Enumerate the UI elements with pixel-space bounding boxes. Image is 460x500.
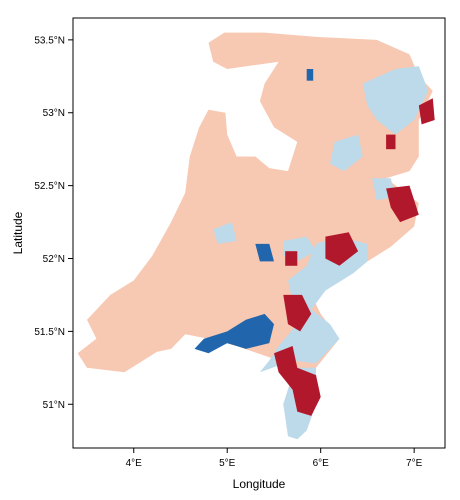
x-tick-label: 4°E [126, 458, 143, 469]
region-class-1-1 [362, 66, 429, 135]
region-class-2-8 [194, 313, 274, 354]
y-tick-label: 53°N [43, 108, 65, 119]
x-tick-label: 6°E [313, 458, 330, 469]
x-tick-label: 5°E [219, 458, 236, 469]
region-class-2-9 [255, 243, 274, 262]
region-class-3-13 [386, 185, 419, 223]
x-tick-label: 7°E [406, 458, 423, 469]
region-class-1-2 [259, 236, 368, 373]
plot-frame [72, 17, 446, 449]
region-class-3-17 [386, 134, 396, 150]
y-axis: 51°N 51.5°N 52°N 52.5°N 53°N 53.5°N [34, 35, 73, 411]
x-axis: 4°E 5°E 6°E 7°E [126, 448, 423, 469]
y-tick-label: 51.5°N [34, 327, 65, 338]
region-class-3-16 [285, 251, 298, 266]
region-class-3-14 [325, 232, 359, 266]
region-class-3-15 [418, 98, 435, 125]
region-class-1-7 [213, 222, 237, 244]
y-tick-label: 51°N [43, 400, 65, 411]
map-regions [77, 32, 435, 440]
region-class-3-11 [274, 346, 321, 416]
y-tick-label: 52°N [43, 254, 65, 265]
region-class-1-4 [330, 134, 363, 172]
region-class-3-12 [283, 294, 312, 332]
x-axis-title: Longitude [233, 477, 286, 491]
y-tick-label: 53.5°N [34, 35, 65, 46]
region-class-2-10 [306, 69, 314, 81]
y-axis-title: Latitude [11, 211, 25, 254]
region-class-0-0 [77, 32, 433, 440]
y-tick-label: 52.5°N [34, 181, 65, 192]
